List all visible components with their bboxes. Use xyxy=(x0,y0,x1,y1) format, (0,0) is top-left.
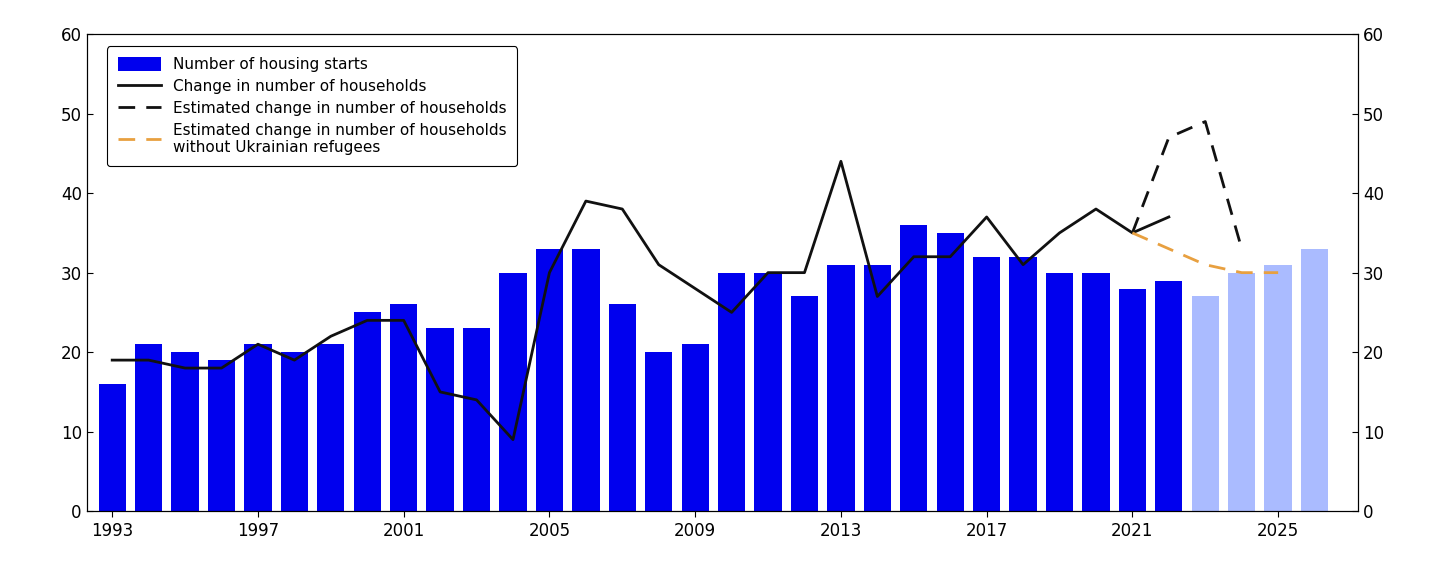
Bar xyxy=(1228,273,1256,511)
Bar xyxy=(682,344,709,511)
Bar xyxy=(754,273,782,511)
Bar xyxy=(500,273,526,511)
Bar xyxy=(172,352,199,511)
Bar xyxy=(462,328,490,511)
Bar xyxy=(1046,273,1074,511)
Bar xyxy=(864,265,892,511)
Bar xyxy=(718,273,746,511)
Bar xyxy=(208,360,236,511)
Bar xyxy=(1082,273,1110,511)
Bar xyxy=(390,304,418,511)
Bar xyxy=(354,312,381,511)
Bar xyxy=(1264,265,1292,511)
Bar xyxy=(1155,281,1182,511)
Bar xyxy=(426,328,454,511)
Bar xyxy=(280,352,308,511)
Bar xyxy=(827,265,854,511)
Bar xyxy=(1192,296,1220,511)
Bar xyxy=(244,344,272,511)
Bar xyxy=(900,225,928,511)
Bar xyxy=(572,249,600,511)
Legend: Number of housing starts, Change in number of households, Estimated change in nu: Number of housing starts, Change in numb… xyxy=(107,47,517,166)
Bar xyxy=(536,249,564,511)
Bar xyxy=(608,304,636,511)
Bar xyxy=(1010,257,1036,511)
Bar xyxy=(972,257,1000,511)
Bar xyxy=(790,296,818,511)
Bar xyxy=(1118,289,1146,511)
Bar xyxy=(98,384,126,511)
Bar xyxy=(644,352,672,511)
Bar xyxy=(134,344,162,511)
Bar xyxy=(936,233,964,511)
Bar xyxy=(1300,249,1328,511)
Bar xyxy=(316,344,344,511)
